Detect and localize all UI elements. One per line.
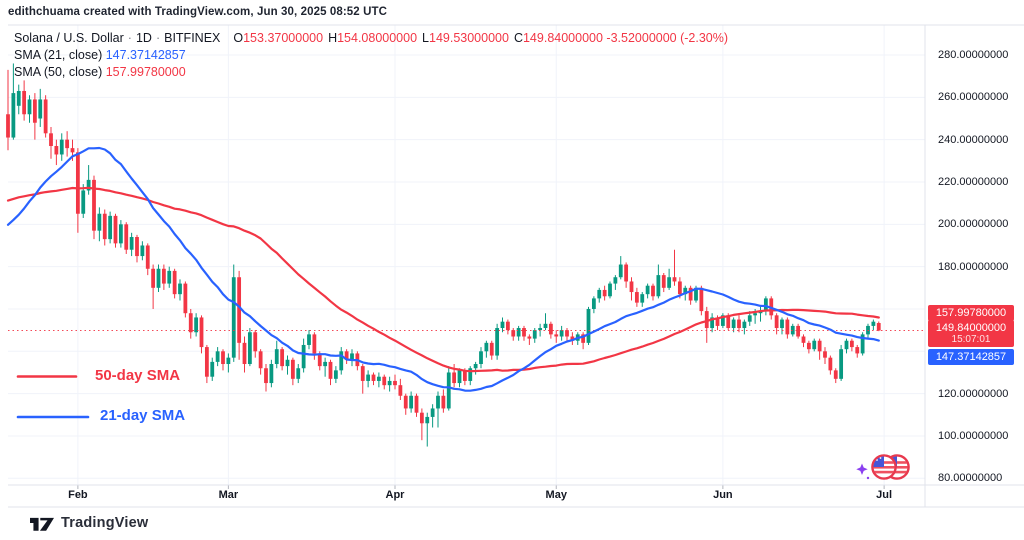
high-value: 154.08000000	[337, 31, 418, 45]
watermark-coins-icon	[856, 454, 910, 480]
price-axis-label: 240.00000000	[938, 133, 1009, 146]
sma50-badge-value: 157.99780000	[935, 306, 1007, 319]
time-axis-label-jul: Jul	[876, 489, 893, 501]
sma21-annotation-label: 21-day SMA	[100, 407, 186, 424]
tradingview-logo[interactable]: TradingView	[30, 515, 148, 531]
legend-symbol-row: Solana / U.S. Dollar · 1D · BITFINEX O153.370…	[14, 30, 728, 47]
coin-left	[871, 454, 897, 480]
separator-dot: ·	[127, 31, 132, 45]
time-axis-label-jun: Jun	[713, 489, 733, 501]
change-value: -3.52000000 (-2.30%)	[606, 31, 729, 45]
price-axis-label: 80.00000000	[938, 472, 1003, 485]
price-axis[interactable]: 157.99780000 149.84000000 15:07:01 147.37…	[925, 25, 1024, 507]
time-axis-label-apr: Apr	[385, 489, 405, 501]
price-axis-label: 100.00000000	[938, 429, 1009, 442]
legend-sma21-row[interactable]: SMA (21, close) 147.37142857	[14, 47, 728, 64]
price-axis-label: 180.00000000	[938, 260, 1009, 273]
sma50-label: SMA (50, close)	[14, 65, 103, 79]
sma50-annotation-label: 50-day SMA	[95, 367, 181, 384]
time-axis-label-feb: Feb	[68, 489, 88, 501]
close-value: 149.84000000	[522, 31, 603, 45]
symbol-name: Solana / U.S. Dollar	[14, 31, 124, 45]
time-axis-label-mar: Mar	[218, 489, 239, 501]
sma21-value: 147.37142857	[105, 48, 186, 62]
sma50-value: 157.99780000	[105, 65, 186, 79]
open-value: 153.37000000	[243, 31, 324, 45]
tradingview-wordmark: TradingView	[61, 515, 149, 531]
interval-label: 1D	[135, 31, 152, 45]
time-axis-label-may: May	[545, 489, 567, 501]
price-axis-label: 120.00000000	[938, 387, 1009, 400]
ohlc-readout: O153.37000000 H154.08000000 L149.53000000 C…	[228, 31, 728, 45]
price-axis-label: 280.00000000	[938, 49, 1009, 61]
close-label: C	[513, 31, 523, 45]
sparkle-icon	[856, 463, 868, 475]
low-value: 149.53000000	[429, 31, 509, 45]
price-axis-label: 200.00000000	[938, 218, 1009, 231]
price-axis-label: 260.00000000	[938, 91, 1009, 104]
sma21-label: SMA (21, close)	[14, 48, 103, 62]
price-badge-sma21: 147.37142857	[928, 349, 1014, 366]
time-axis[interactable]: Feb Mar Apr May Jun Jul	[0, 485, 925, 507]
exchange-label: BITFINEX	[164, 31, 221, 45]
open-label: O	[233, 31, 244, 45]
low-label: L	[422, 31, 429, 45]
bar-countdown: 15:07:01	[951, 334, 991, 346]
price-badge-sma50: 157.99780000	[928, 304, 1014, 321]
legend-sma50-row[interactable]: SMA (50, close) 157.99780000	[14, 64, 728, 81]
tradingview-mark-icon	[30, 517, 54, 531]
separator-dot: ·	[155, 31, 161, 45]
last-price-value: 149.84000000	[935, 322, 1007, 335]
attribution-text: edithchuama created with TradingView.com…	[8, 6, 387, 18]
chart-legend[interactable]: Solana / U.S. Dollar · 1D · BITFINEX O153.370…	[14, 30, 728, 81]
sma21-badge-value: 147.37142857	[935, 351, 1007, 364]
price-axis-label: 220.00000000	[938, 175, 1009, 188]
high-label: H	[328, 31, 338, 45]
price-badge-last: 149.84000000 15:07:01	[928, 320, 1014, 348]
